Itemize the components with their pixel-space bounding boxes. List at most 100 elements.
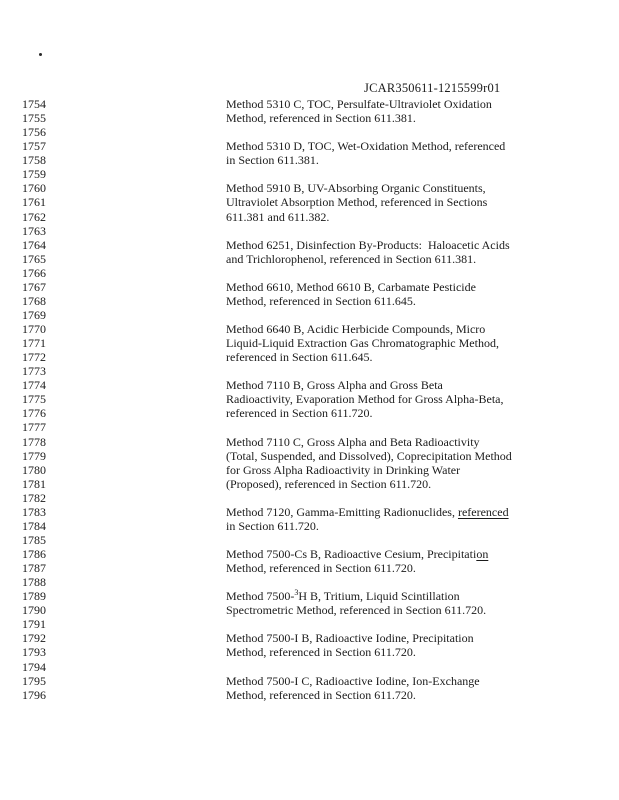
line-number: 1791 — [22, 617, 46, 632]
document-line: 1775 Radioactivity, Evaporation Method fo… — [0, 392, 619, 406]
document-line: 1759 — [0, 167, 619, 181]
document-line: 1784 in Section 611.720. — [0, 519, 619, 533]
document-line: 1763 — [0, 224, 619, 238]
line-text — [226, 224, 619, 238]
line-number: 1755 — [22, 111, 46, 126]
line-number: 1772 — [22, 350, 46, 365]
document-line: 1768 Method, referenced in Section 611.64… — [0, 294, 619, 308]
line-text: for Gross Alpha Radioactivity in Drinkin… — [226, 462, 461, 477]
line-number: 1759 — [22, 167, 46, 182]
line-text: Method, referenced in Section 611.720. — [226, 561, 416, 576]
line-text — [226, 266, 619, 280]
line-text: (Proposed), referenced in Section 611.72… — [226, 476, 432, 491]
line-number: 1758 — [22, 153, 46, 168]
line-number: 1788 — [22, 575, 46, 590]
document-line: 1770 Method 6640 B, Acidic Herbicide Comp… — [0, 322, 619, 336]
document-line: 1762 611.381 and 611.382. — [0, 210, 619, 224]
document-line: 1755 Method, referenced in Section 611.38… — [0, 111, 619, 125]
document-line: 1786 Method 7500-Cs B, Radioactive Cesium… — [0, 547, 619, 561]
line-text: Method, referenced in Section 611.645. — [226, 293, 416, 308]
line-number: 1789 — [22, 589, 46, 604]
document-line: 1777 — [0, 420, 619, 434]
line-text — [226, 167, 619, 181]
line-text: Method 6610, Method 6610 B, Carbamate Pe… — [226, 279, 476, 294]
document-line: 1782 — [0, 491, 619, 505]
line-text: referenced in Section 611.645. — [226, 350, 373, 365]
line-number: 1790 — [22, 603, 46, 618]
line-number: 1786 — [22, 547, 46, 561]
line-text: referenced in Section 611.720. — [226, 406, 373, 421]
line-text: Method, referenced in Section 611.720. — [226, 645, 416, 660]
document-line: 1760 Method 5910 B, UV-Absorbing Organic … — [0, 181, 619, 195]
line-text: Method, referenced in Section 611.720. — [226, 687, 416, 702]
line-number: 1765 — [22, 251, 46, 266]
line-text: and Trichlorophenol, referenced in Secti… — [226, 251, 477, 266]
document-line: 1781 (Proposed), referenced in Section 61… — [0, 477, 619, 491]
line-number: 1766 — [22, 265, 46, 280]
document-line: 1776 referenced in Section 611.720. — [0, 406, 619, 420]
line-text: (Total, Suspended, and Dissolved), Copre… — [226, 448, 512, 463]
document-line: 1788 — [0, 575, 619, 589]
line-number: 1777 — [22, 420, 46, 435]
line-number: 1763 — [22, 223, 46, 238]
line-number: 1770 — [22, 322, 46, 336]
document-line: 1785 — [0, 533, 619, 547]
document-line: 1773 — [0, 364, 619, 378]
document-line: 1796 Method, referenced in Section 611.72… — [0, 688, 619, 702]
document-line: 1779 (Total, Suspended, and Dissolved), C… — [0, 449, 619, 463]
line-text — [226, 617, 619, 631]
line-number: 1774 — [22, 378, 46, 393]
document-line: 1783 Method 7120, Gamma-Emitting Radionuc… — [0, 505, 619, 519]
document-line: 1767 Method 6610, Method 6610 B, Carbamat… — [0, 280, 619, 294]
line-text: Method 6251, Disinfection By-Products: H… — [226, 237, 510, 252]
document-line: 1794 — [0, 660, 619, 674]
line-text: Liquid-Liquid Extraction Gas Chromatogra… — [226, 336, 499, 351]
line-number: 1757 — [22, 139, 46, 154]
line-number: 1796 — [22, 687, 46, 702]
line-number: 1780 — [22, 462, 46, 477]
document-line: 1787 Method, referenced in Section 611.72… — [0, 561, 619, 575]
line-number: 1768 — [22, 293, 46, 308]
line-number: 1784 — [22, 518, 46, 533]
line-text: Method 7500-3H B, Tritium, Liquid Scinti… — [226, 588, 460, 604]
document-line: 1758 in Section 611.381. — [0, 153, 619, 167]
line-text: Method 7110 C, Gross Alpha and Beta Radi… — [226, 434, 480, 449]
document-line: 1790 Spectrometric Method, referenced in … — [0, 603, 619, 617]
line-text: Method 7500-Cs B, Radioactive Cesium, Pr… — [226, 547, 489, 561]
document-line: 1769 — [0, 308, 619, 322]
line-text: Ultraviolet Absorption Method, reference… — [226, 195, 488, 210]
line-text — [226, 420, 619, 434]
line-text — [226, 308, 619, 322]
line-text: in Section 611.381. — [226, 153, 319, 168]
line-text: Method, referenced in Section 611.381. — [226, 111, 416, 126]
line-text — [226, 533, 619, 547]
line-number: 1769 — [22, 307, 46, 322]
line-number: 1762 — [22, 209, 46, 224]
line-text — [226, 125, 619, 139]
document-line: 1757 Method 5310 D, TOC, Wet-Oxidation Me… — [0, 139, 619, 153]
document-line: 1756 — [0, 125, 619, 139]
line-number: 1793 — [22, 645, 46, 660]
line-number: 1792 — [22, 631, 46, 646]
line-number: 1775 — [22, 392, 46, 407]
document-id-header: JCAR350611-1215599r01 — [364, 81, 501, 95]
line-text: Method 5310 C, TOC, Persulfate-Ultraviol… — [226, 97, 492, 111]
line-number: 1773 — [22, 364, 46, 379]
line-number: 1760 — [22, 181, 46, 196]
line-text — [226, 364, 619, 378]
line-text: Method 5910 B, UV-Absorbing Organic Cons… — [226, 181, 486, 196]
document-line: 1764 Method 6251, Disinfection By-Product… — [0, 238, 619, 252]
line-text: Method 7110 B, Gross Alpha and Gross Bet… — [226, 378, 443, 393]
line-number: 1767 — [22, 279, 46, 294]
document-line: 1789 Method 7500-3H B, Tritium, Liquid Sc… — [0, 588, 619, 604]
line-number: 1779 — [22, 448, 46, 463]
line-text — [226, 660, 619, 674]
line-text: Method 6640 B, Acidic Herbicide Compound… — [226, 322, 486, 336]
document-line: 1774 Method 7110 B, Gross Alpha and Gross… — [0, 378, 619, 392]
line-number: 1795 — [22, 673, 46, 688]
line-number: 1782 — [22, 490, 46, 505]
document-line: 1795 Method 7500-I C, Radioactive Iodine,… — [0, 674, 619, 688]
line-text: Method 5310 D, TOC, Wet-Oxidation Method… — [226, 139, 506, 154]
stray-mark — [39, 53, 42, 56]
